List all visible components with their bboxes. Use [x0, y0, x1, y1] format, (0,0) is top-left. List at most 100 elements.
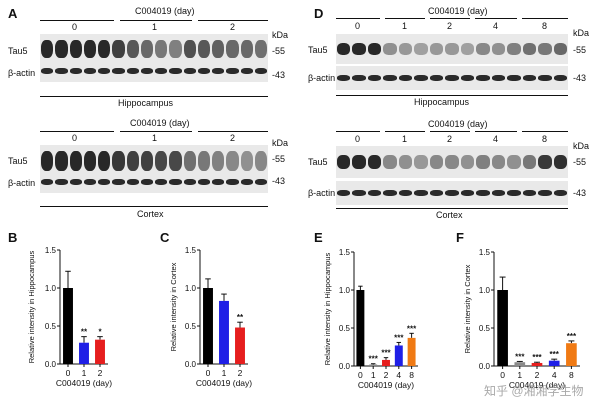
actin-band	[197, 68, 210, 74]
day-label: 1	[402, 21, 408, 31]
actin-band	[538, 75, 552, 81]
y-tick-label: 0.5	[479, 324, 491, 333]
tau5-band	[126, 151, 139, 171]
y-tick-label: 0.5	[339, 324, 351, 333]
bar-day-1	[79, 342, 89, 364]
day-label: 4	[493, 134, 499, 144]
actin-band	[476, 190, 490, 196]
region-label: Hippocampus	[414, 97, 470, 107]
mw-marker-55: -55	[272, 154, 286, 164]
panel-label-e: E	[314, 230, 323, 245]
y-tick-label: 0.0	[185, 360, 197, 369]
actin-band	[538, 190, 552, 196]
y-axis-label: Relative intensity in Cortex	[463, 264, 472, 353]
kda-label: kDa	[573, 28, 590, 38]
x-tick-label: 8	[409, 370, 414, 380]
tau5-band	[112, 40, 125, 58]
kda-label: kDa	[272, 30, 289, 40]
tau5-band	[367, 155, 382, 169]
bar-day-0	[497, 290, 508, 366]
day-label: 0	[72, 22, 78, 32]
significance-marker: ***	[550, 350, 560, 359]
tau5-band	[553, 43, 567, 55]
tau5-band	[226, 151, 239, 171]
actin-band	[414, 190, 428, 196]
actin-band	[352, 190, 366, 196]
tau5-band	[337, 43, 351, 55]
protein-label-actin: β-actin	[8, 68, 36, 78]
tau5-band	[522, 43, 537, 55]
y-tick-label: 1.0	[479, 286, 491, 295]
day-label: 8	[542, 21, 548, 31]
tau5-band	[183, 40, 196, 58]
actin-band	[476, 75, 490, 81]
bar-day-1	[219, 300, 229, 364]
mw-marker-43: -43	[573, 188, 587, 198]
actin-band	[41, 179, 54, 185]
kda-label: kDa	[272, 138, 289, 148]
tau5-band	[553, 155, 567, 169]
day-label: 2	[447, 21, 453, 31]
actin-band	[445, 75, 459, 81]
tau5-band	[155, 151, 168, 171]
actin-band	[491, 190, 506, 196]
actin-band	[383, 190, 397, 196]
tau5-band	[507, 155, 521, 169]
tau5-band	[398, 43, 413, 55]
tau5-band	[254, 40, 267, 58]
protein-label-tau5: Tau5	[308, 45, 328, 55]
protein-label-actin: β-actin	[308, 188, 336, 198]
tau5-band	[240, 40, 253, 58]
mw-marker-43: -43	[272, 176, 286, 186]
actin-band	[155, 179, 168, 185]
y-axis-label: Relative intensity in Hippocampus	[27, 250, 36, 363]
actin-band	[507, 75, 521, 81]
y-axis-label: Relative intensity in Cortex	[169, 262, 178, 351]
region-label: Cortex	[137, 209, 164, 219]
protein-label-actin: β-actin	[308, 73, 336, 83]
tau5-band	[126, 40, 139, 58]
tau5-band	[445, 155, 459, 169]
panel-d-title-cortex: C004019 (day)	[428, 119, 488, 129]
actin-band	[337, 75, 351, 81]
x-axis-label: C004019 (day)	[509, 380, 565, 390]
actin-band	[98, 68, 111, 74]
bar-day-0	[63, 288, 73, 364]
bar-day-4	[548, 360, 560, 366]
actin-band	[553, 190, 567, 196]
actin-band	[507, 190, 521, 196]
actin-band	[553, 75, 567, 81]
region-label: Cortex	[436, 210, 463, 220]
x-tick-label: 2	[384, 370, 389, 380]
actin-band	[398, 190, 413, 196]
day-label: 0	[355, 134, 361, 144]
tau5-band	[41, 40, 54, 58]
bar-day-1	[369, 364, 378, 366]
tau5-band	[169, 151, 182, 171]
significance-marker: ***	[407, 324, 417, 333]
y-tick-label: 1.5	[45, 246, 57, 255]
tau5-band	[429, 43, 444, 55]
actin-band	[414, 75, 428, 81]
tau5-band	[507, 43, 521, 55]
tau5-band	[445, 43, 459, 55]
actin-band	[126, 68, 139, 74]
actin-band	[183, 179, 196, 185]
y-tick-label: 1.5	[479, 248, 491, 257]
x-tick-label: 0	[66, 368, 71, 378]
bar-day-0	[356, 290, 365, 366]
actin-band	[226, 179, 239, 185]
actin-band	[352, 75, 366, 81]
bar-day-8	[407, 337, 416, 366]
significance-marker: ***	[515, 352, 525, 361]
actin-band	[254, 179, 267, 185]
significance-marker: *	[98, 328, 102, 337]
day-label: 0	[72, 133, 78, 143]
day-label: 2	[230, 133, 236, 143]
day-label: 2	[447, 134, 453, 144]
tau5-band	[538, 155, 552, 169]
actin-band	[429, 190, 444, 196]
actin-band	[212, 68, 225, 74]
tau5-band	[83, 151, 96, 171]
day-label: 2	[230, 22, 236, 32]
